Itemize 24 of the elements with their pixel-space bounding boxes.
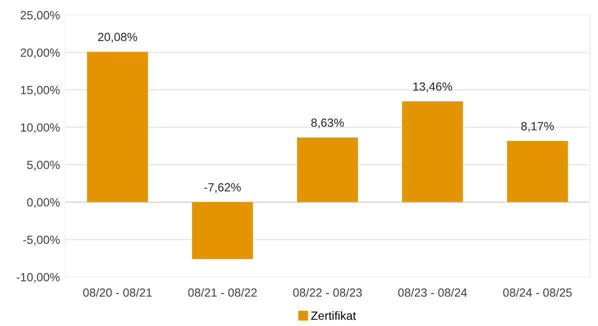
y-tick-label: 15,00% — [21, 86, 60, 96]
legend-label: Zertifikat — [311, 311, 356, 320]
data-label: 8,63% — [311, 118, 344, 128]
x-tick-label: 08/21 - 08/22 — [188, 288, 257, 297]
bar — [192, 202, 253, 260]
x-tick-label: 08/23 - 08/24 — [398, 288, 467, 297]
data-label: 8,17% — [521, 122, 554, 132]
data-label: -7,62% — [204, 183, 241, 193]
y-tick-label: 20,00% — [20, 48, 60, 58]
y-tick-label: 0,00% — [27, 198, 60, 208]
y-tick-label: -5,00% — [23, 236, 60, 246]
x-tick-label: 08/20 - 08/21 — [83, 288, 152, 297]
y-tick-label: 5,00% — [27, 160, 60, 171]
y-tick-label: -10,00% — [16, 273, 60, 283]
data-label: 20,08% — [98, 32, 138, 43]
y-tick-label: 10,00% — [21, 123, 60, 134]
bar — [87, 52, 148, 202]
y-tick-label: 25,00% — [20, 11, 60, 21]
bar — [507, 140, 568, 202]
bar — [402, 101, 463, 202]
x-tick-label: 08/24 - 08/25 — [503, 288, 572, 297]
x-tick-label: 08/22 - 08/23 — [293, 288, 362, 297]
bar — [297, 138, 358, 202]
data-label: 13,46% — [413, 82, 452, 92]
